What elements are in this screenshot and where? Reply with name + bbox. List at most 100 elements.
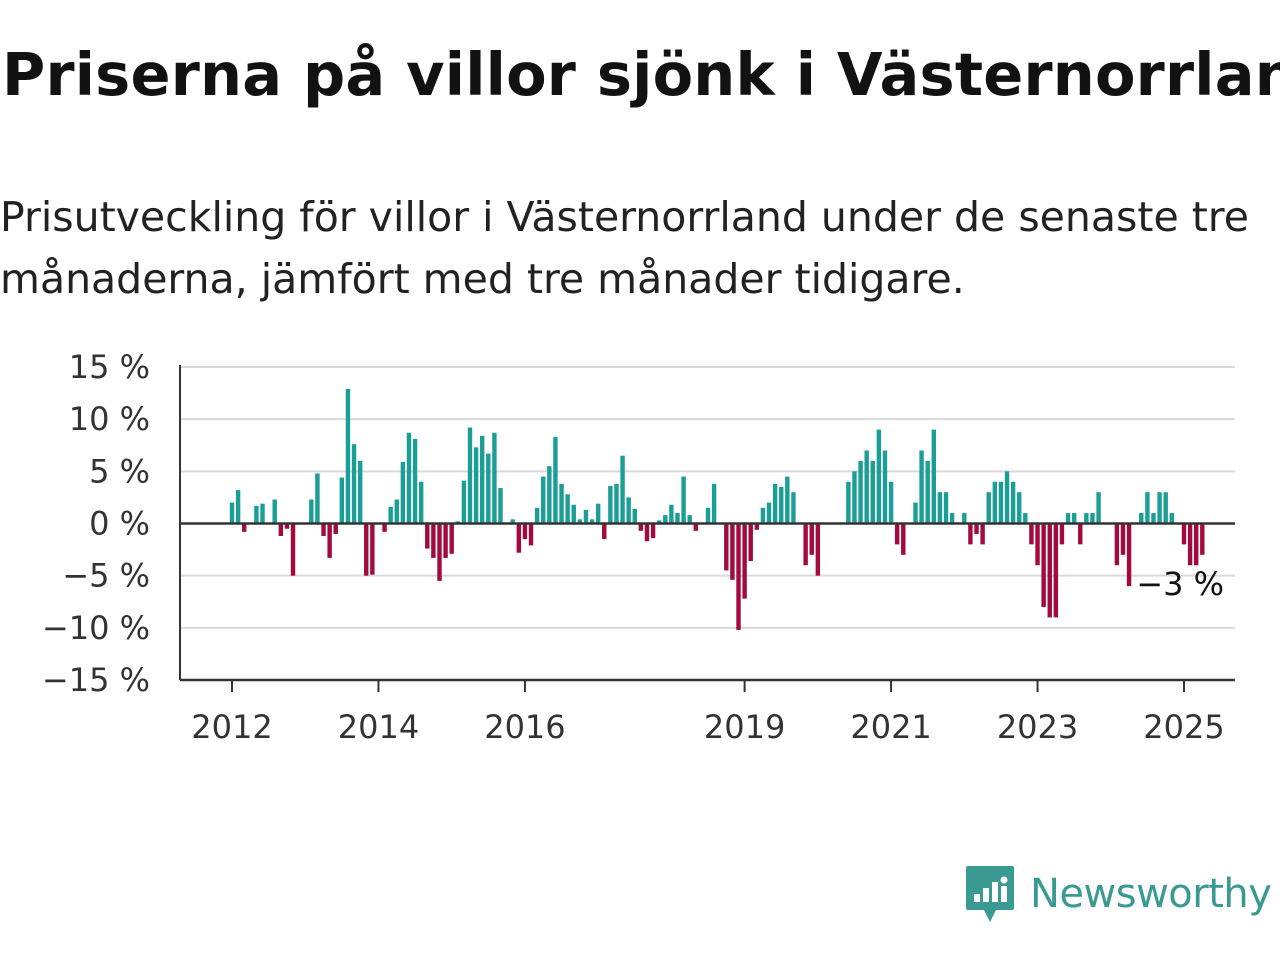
bar <box>870 460 875 524</box>
bar <box>1078 523 1083 545</box>
bar <box>467 427 473 524</box>
bar <box>480 435 485 524</box>
bar <box>327 523 332 558</box>
bar <box>583 509 589 524</box>
bar <box>968 523 973 545</box>
bar <box>675 513 680 524</box>
bar <box>1194 523 1199 566</box>
bar <box>1090 513 1095 524</box>
y-tick-label: 15 % <box>69 348 150 386</box>
newsworthy-logo-icon <box>966 866 1014 922</box>
bar <box>235 490 241 524</box>
bar <box>608 485 613 524</box>
bar <box>1169 513 1174 524</box>
bar <box>663 515 668 524</box>
bar <box>1200 523 1205 555</box>
bar <box>229 502 235 524</box>
bar <box>1010 481 1016 524</box>
bar <box>1120 523 1126 555</box>
bar <box>565 494 570 524</box>
bar <box>791 492 796 524</box>
bar <box>748 523 753 562</box>
bar <box>669 504 674 524</box>
bar <box>949 513 955 524</box>
bar <box>925 460 930 524</box>
bar <box>846 481 851 524</box>
bar <box>937 492 943 524</box>
bar <box>339 477 345 524</box>
bar <box>1071 513 1077 524</box>
bar <box>498 488 503 524</box>
bar <box>772 483 778 524</box>
bar <box>553 436 558 524</box>
bar <box>644 523 650 542</box>
x-tick-label: 2023 <box>997 708 1078 746</box>
bar <box>242 523 247 532</box>
bar <box>418 481 424 524</box>
bar <box>510 519 515 524</box>
bar <box>1059 523 1065 545</box>
bar <box>589 519 595 524</box>
bar <box>1187 523 1193 566</box>
bar <box>1084 513 1089 524</box>
bar <box>278 523 284 537</box>
bar <box>913 502 918 524</box>
bar <box>1114 523 1120 566</box>
bar <box>577 519 583 524</box>
bar <box>858 460 863 524</box>
bar <box>974 523 979 534</box>
bar <box>486 453 491 524</box>
bar <box>1047 523 1052 618</box>
bar <box>534 507 540 524</box>
bar <box>614 483 619 524</box>
bar <box>986 492 991 524</box>
bar <box>742 523 747 599</box>
brand-logo: Newsworthy <box>964 864 1272 924</box>
bar <box>1126 523 1132 587</box>
bar <box>687 515 692 524</box>
bar <box>962 513 967 524</box>
bar <box>528 523 534 546</box>
bar <box>998 481 1004 524</box>
y-tick-label: −10 % <box>42 609 150 647</box>
bar <box>766 502 772 524</box>
bar <box>779 486 784 524</box>
bar <box>400 461 406 524</box>
chart-title: Priserna på villor sjönk i Västernorrlan… <box>2 40 1280 109</box>
bar <box>803 523 808 566</box>
y-tick-label: 5 % <box>89 452 150 490</box>
bar <box>290 523 296 576</box>
bar <box>412 438 418 524</box>
bar <box>571 504 576 524</box>
bar <box>620 455 625 524</box>
bar <box>711 483 717 524</box>
bar <box>992 481 998 524</box>
bar <box>602 523 607 540</box>
bar <box>1023 513 1028 524</box>
bar <box>681 476 686 524</box>
x-tick-label: 2025 <box>1143 708 1224 746</box>
bar <box>1163 492 1168 524</box>
bar <box>1157 492 1162 524</box>
bar <box>309 499 314 524</box>
bar <box>394 499 399 524</box>
bar <box>559 483 564 524</box>
bar <box>1017 492 1022 524</box>
y-tick-label: −5 % <box>62 557 150 595</box>
bar <box>370 523 375 575</box>
gridlines: 15 % 10 % 5 % 0 % −5 % −10 % −15 % <box>42 348 1235 699</box>
bar <box>333 523 338 534</box>
bar <box>852 471 857 524</box>
bar <box>1053 523 1059 618</box>
bar <box>980 523 985 545</box>
brand-name: Newsworthy <box>1030 871 1272 917</box>
bar <box>894 523 900 545</box>
bar <box>431 523 436 558</box>
bar <box>357 460 363 524</box>
bar <box>931 429 936 524</box>
bar <box>272 499 277 524</box>
bar <box>888 481 894 524</box>
bar <box>693 523 698 531</box>
bar <box>785 476 790 524</box>
chart-subtitle: Prisutveckling för villor i Västernorrla… <box>0 193 1249 303</box>
